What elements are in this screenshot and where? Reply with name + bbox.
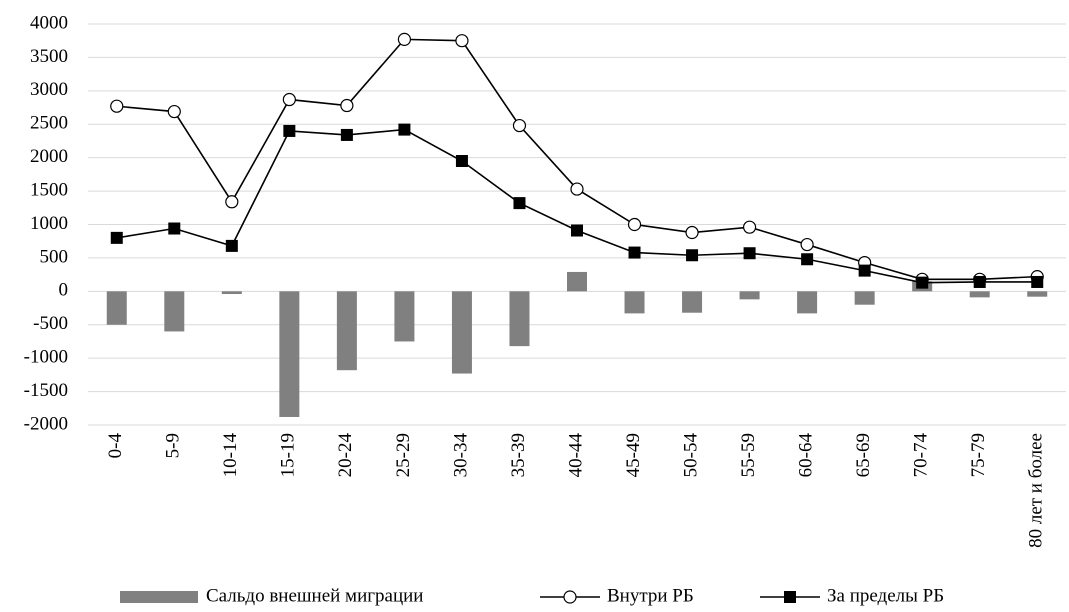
bar [567, 271, 587, 292]
marker [340, 98, 354, 113]
bar [969, 291, 990, 298]
marker [397, 32, 412, 46]
x-tick-label: 60-64 [795, 433, 816, 478]
x-tick-label: 5-9 [163, 433, 184, 458]
marker [743, 247, 756, 260]
marker [168, 222, 181, 235]
bar [106, 291, 127, 325]
bar [854, 291, 875, 305]
line [116, 38, 1038, 281]
marker [916, 276, 929, 289]
x-tick-label: 20-24 [335, 433, 356, 478]
x-tick-label: 0-4 [105, 433, 126, 459]
bar [451, 291, 472, 374]
x-tick-label: 50-54 [680, 433, 701, 478]
legend-label: Сальдо внешней миграции [206, 585, 423, 606]
bar [1027, 291, 1048, 297]
x-tick-label: 30-34 [450, 433, 471, 478]
y-tick-label: 500 [40, 246, 69, 267]
y-tick-label: -2000 [24, 413, 68, 434]
marker [1031, 275, 1044, 288]
x-tick-label: 75-79 [968, 433, 989, 477]
x-tick-label: 40-44 [565, 433, 586, 478]
bar [221, 291, 242, 295]
x-tick-label: 35-39 [508, 433, 529, 477]
marker [800, 237, 814, 252]
marker [513, 197, 526, 210]
y-tick-label: 1000 [30, 213, 68, 234]
marker [858, 264, 871, 277]
legend-marker [784, 591, 796, 603]
x-tick-label: 25-29 [393, 433, 414, 477]
bar [682, 291, 703, 313]
marker [398, 123, 411, 136]
marker [685, 225, 699, 240]
line [116, 128, 1038, 284]
bar [739, 291, 760, 300]
bar [797, 291, 818, 314]
x-tick-label: 55-59 [738, 433, 759, 477]
y-tick-label: -1000 [24, 347, 68, 368]
marker [225, 239, 238, 252]
y-tick-label: -1500 [24, 380, 68, 401]
y-tick-label: 2500 [30, 113, 68, 134]
marker [110, 231, 123, 244]
marker [283, 124, 296, 137]
x-tick-label: 70-74 [911, 433, 932, 478]
legend-label: Внутри РБ [607, 585, 694, 606]
marker [627, 217, 642, 232]
legend-marker [563, 590, 577, 604]
x-tick-label: 10-14 [220, 433, 241, 478]
marker [282, 92, 296, 107]
marker [686, 249, 699, 262]
marker [973, 275, 986, 288]
y-tick-label: 2000 [30, 146, 68, 167]
bar [624, 291, 645, 314]
x-tick-label: 15-19 [278, 433, 299, 477]
bar [279, 291, 300, 417]
marker [455, 34, 469, 48]
marker [455, 155, 468, 168]
marker [225, 195, 239, 209]
y-tick-label: 3000 [30, 79, 68, 100]
y-tick-label: 4000 [30, 12, 68, 33]
legend-label: За пределы РБ [827, 585, 944, 606]
y-tick-label: 1500 [30, 179, 68, 200]
x-tick-label: 45-49 [623, 433, 644, 477]
bar [336, 291, 357, 371]
x-tick-label: 80 лет и более [1026, 433, 1047, 548]
marker [742, 220, 757, 234]
bar [164, 291, 185, 332]
marker [801, 253, 814, 266]
marker [571, 224, 583, 237]
bar [394, 291, 415, 342]
marker [512, 118, 527, 133]
marker [167, 104, 181, 119]
marker [340, 128, 353, 141]
y-tick-label: 3500 [30, 46, 68, 67]
marker [628, 246, 641, 259]
bar [509, 291, 530, 347]
marker [570, 182, 584, 196]
marker [110, 99, 124, 113]
y-tick-label: 0 [59, 280, 69, 301]
x-tick-label: 65-69 [853, 433, 874, 477]
legend-swatch [120, 591, 198, 603]
y-tick-label: -500 [33, 313, 68, 334]
